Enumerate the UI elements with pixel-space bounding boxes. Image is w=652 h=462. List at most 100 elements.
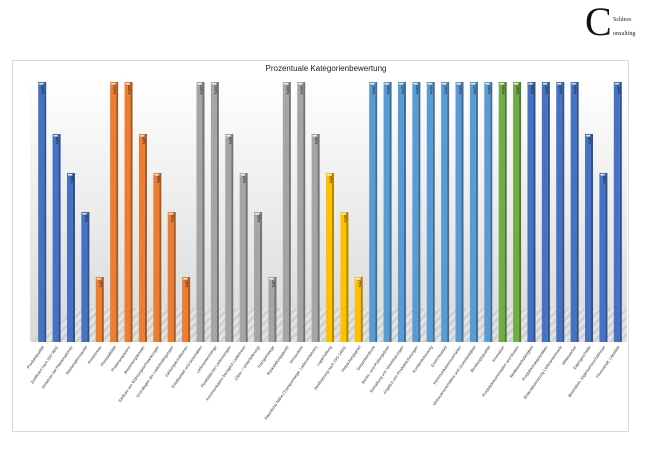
data-label: 100% <box>300 85 304 95</box>
bar-22 <box>340 212 349 342</box>
bar-side <box>202 82 205 342</box>
bar-face <box>297 82 304 342</box>
bar-side <box>245 173 248 342</box>
bar-cap <box>370 83 375 85</box>
bar-cap <box>139 135 144 137</box>
bar-11 <box>182 277 191 342</box>
bar-20 <box>311 134 320 342</box>
bar-face <box>153 173 160 342</box>
data-label: 65% <box>329 176 333 184</box>
bar-side <box>116 82 119 342</box>
bar-cap <box>341 213 346 215</box>
data-label: 65% <box>69 176 73 184</box>
bar-cap <box>67 174 72 176</box>
bar-face <box>326 173 332 342</box>
data-label: 65% <box>602 176 606 184</box>
bar-cap <box>226 135 231 137</box>
bar-14 <box>225 134 234 342</box>
bar-face <box>369 82 376 342</box>
bar-side <box>144 134 147 342</box>
bar-side <box>216 82 219 342</box>
bar-16 <box>254 212 263 342</box>
bar-15 <box>239 173 248 342</box>
bar-5 <box>95 277 104 342</box>
data-label: 100% <box>501 85 505 95</box>
x-tick-label: Räumliche Nähe (Transportwege, Lieferver… <box>263 344 319 420</box>
bar-side <box>87 212 90 342</box>
bar-face <box>354 277 361 342</box>
data-label: 65% <box>156 176 160 184</box>
bar-side <box>101 277 104 342</box>
data-label: 100% <box>285 85 289 95</box>
bar-face <box>556 82 563 342</box>
data-label: 100% <box>213 85 217 95</box>
bar-side <box>504 82 507 342</box>
bar-cap <box>154 174 159 176</box>
bar-cap <box>542 83 547 85</box>
bar-face <box>426 82 433 342</box>
bar-12 <box>196 82 205 342</box>
bar-cap <box>485 83 490 85</box>
bar-cap <box>514 83 519 85</box>
bar-side <box>475 82 478 342</box>
bar-side <box>490 82 493 342</box>
bar-cap <box>384 83 389 85</box>
bar-cap <box>586 135 591 137</box>
bar-cap <box>183 278 188 280</box>
bar-cap <box>312 135 317 137</box>
bar-face <box>124 82 131 342</box>
company-logo: C Schlees onsulting <box>585 2 647 46</box>
data-label: 100% <box>516 85 520 95</box>
bar-side <box>303 82 306 342</box>
bar-side <box>576 82 579 342</box>
bar-cap <box>111 83 116 85</box>
bar-side <box>447 82 450 342</box>
bar-face <box>66 173 73 342</box>
bar-17 <box>268 277 277 342</box>
bar-cap <box>255 213 260 215</box>
data-label: 100% <box>458 85 462 95</box>
data-label: 80% <box>314 137 318 145</box>
bar-side <box>44 82 47 342</box>
bar-19 <box>297 82 306 342</box>
bar-31 <box>469 82 478 342</box>
bar-39 <box>585 134 594 342</box>
bar-36 <box>541 82 550 342</box>
bar-side <box>58 134 61 342</box>
bar-cap <box>470 83 475 85</box>
bar-cap <box>427 83 432 85</box>
data-label: 100% <box>415 85 419 95</box>
logo-line-2: onsulting <box>613 31 636 37</box>
bar-face <box>412 82 419 342</box>
data-label: 100% <box>113 85 117 95</box>
bar-side <box>432 82 435 342</box>
data-label: 100% <box>472 85 476 95</box>
bar-face <box>138 134 145 342</box>
bar-cap <box>283 83 288 85</box>
bar-side <box>562 82 565 342</box>
bar-face <box>340 212 347 342</box>
bar-cap <box>240 174 245 176</box>
bar-cap <box>269 278 274 280</box>
bar-face <box>239 173 246 342</box>
bar-side <box>317 134 320 342</box>
bar-cap <box>557 83 562 85</box>
bar-cap <box>355 278 360 280</box>
bar-side <box>346 212 349 342</box>
bar-cap <box>125 83 130 85</box>
data-label: 50% <box>257 215 261 223</box>
data-label: 50% <box>170 215 174 223</box>
data-label: 100% <box>386 85 390 95</box>
bar-side <box>389 82 392 342</box>
bar-side <box>418 82 421 342</box>
bar-32 <box>484 82 493 342</box>
bar-2 <box>52 134 61 342</box>
bar-face <box>254 212 261 342</box>
bar-face <box>210 82 217 342</box>
bar-face <box>52 134 59 342</box>
bar-cap <box>39 83 44 85</box>
x-tick-label: Produktionskapazitäten <box>521 345 549 382</box>
bar-side <box>274 277 277 342</box>
data-label: 80% <box>55 137 59 145</box>
bar-8 <box>138 134 147 342</box>
